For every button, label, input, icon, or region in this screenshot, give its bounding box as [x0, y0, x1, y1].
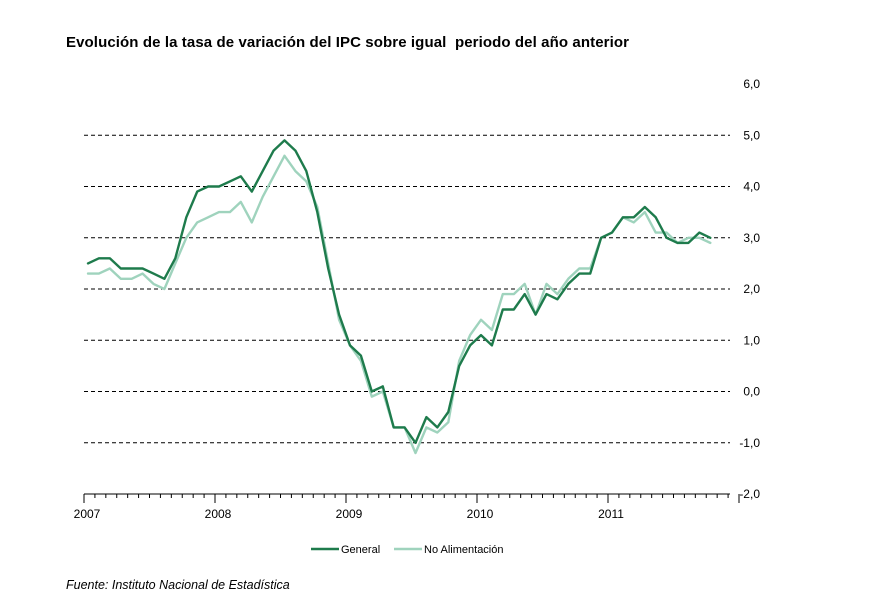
line-chart: -2,0-1,00,01,02,03,04,05,06,0 2007 2008 20… — [74, 77, 761, 556]
y-tick-label: 3,0 — [743, 231, 760, 245]
y-tick-label: 0,0 — [743, 385, 760, 399]
series-lines — [86, 139, 712, 455]
y-tick-label: -2,0 — [739, 487, 760, 501]
y-tick-label: 6,0 — [743, 77, 760, 91]
legend-label: General — [341, 544, 380, 556]
gridlines — [84, 134, 730, 444]
series-line-no-alimentacion — [86, 154, 712, 455]
x-tick-label: 2007 — [74, 507, 101, 521]
series-line-general — [86, 139, 712, 444]
y-tick-label: 4,0 — [743, 180, 760, 194]
chart-title: Evolución de la tasa de variación del IP… — [66, 34, 630, 51]
y-axis-tick-labels: -2,0 -1,0 0,0 1,0 2,0 3,0 4,0 5,0 6,0 — [739, 77, 760, 501]
y-tick-label: 2,0 — [743, 282, 760, 296]
x-tick-label: 2011 — [598, 507, 624, 521]
x-axis — [83, 493, 740, 503]
x-tick-label: 2009 — [336, 507, 363, 521]
x-axis-tick-labels: 2007 2008 2009 2010 2011 — [74, 507, 625, 521]
y-tick-label: -1,0 — [739, 436, 760, 450]
source-note: Fuente: Instituto Nacional de Estadístic… — [66, 578, 290, 592]
y-tick-label: 1,0 — [743, 333, 760, 347]
x-tick-label: 2010 — [467, 507, 494, 521]
legend: General No Alimentación — [311, 544, 504, 556]
y-tick-label: 5,0 — [743, 128, 760, 142]
legend-label: No Alimentación — [424, 544, 504, 556]
x-tick-label: 2008 — [205, 507, 232, 521]
